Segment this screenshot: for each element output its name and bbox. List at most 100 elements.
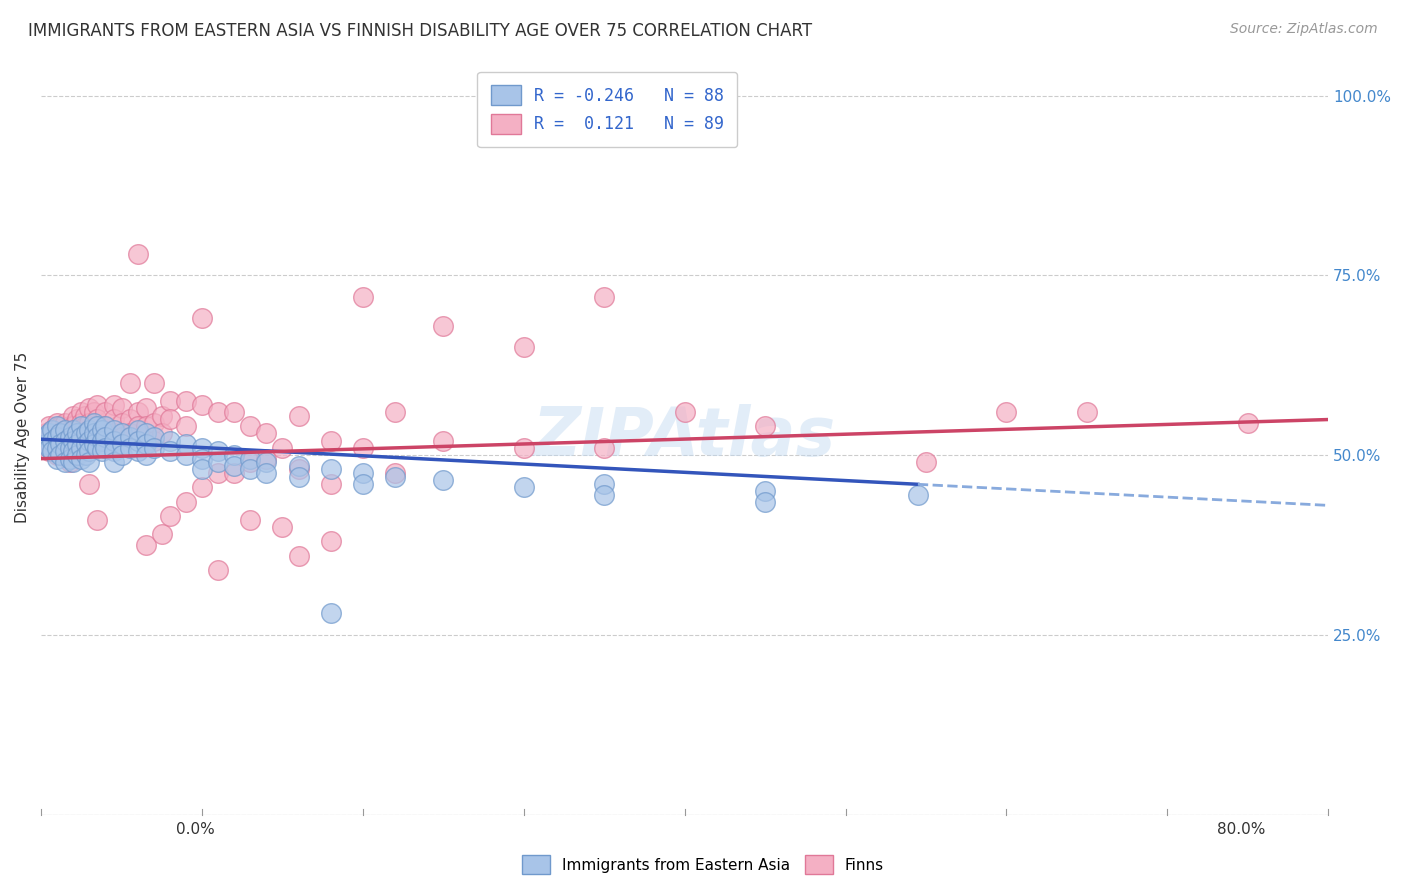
- Point: [239, 419, 262, 434]
- Point: [86, 426, 108, 441]
- Point: [53, 423, 76, 437]
- Text: ZIPAtlas: ZIPAtlas: [533, 404, 837, 470]
- Point: [287, 462, 309, 476]
- Point: [59, 441, 82, 455]
- Point: [75, 426, 97, 441]
- Point: [287, 458, 309, 473]
- Point: [352, 290, 374, 304]
- Point: [49, 430, 72, 444]
- Point: [271, 520, 294, 534]
- Point: [513, 441, 536, 455]
- Point: [593, 290, 616, 304]
- Point: [94, 430, 117, 444]
- Point: [127, 405, 149, 419]
- Point: [65, 448, 87, 462]
- Point: [907, 487, 929, 501]
- Point: [62, 455, 84, 469]
- Point: [46, 441, 69, 455]
- Point: [86, 513, 108, 527]
- Point: [142, 416, 165, 430]
- Point: [94, 405, 117, 419]
- Point: [142, 376, 165, 391]
- Point: [38, 444, 60, 458]
- Point: [46, 416, 69, 430]
- Point: [79, 444, 101, 458]
- Point: [53, 416, 76, 430]
- Point: [35, 426, 58, 441]
- Point: [110, 426, 132, 441]
- Point: [65, 448, 87, 462]
- Point: [86, 441, 108, 455]
- Point: [35, 437, 58, 451]
- Point: [191, 398, 214, 412]
- Point: [75, 437, 97, 451]
- Point: [49, 448, 72, 462]
- Point: [287, 549, 309, 563]
- Point: [70, 405, 93, 419]
- Point: [46, 437, 69, 451]
- Point: [70, 430, 93, 444]
- Point: [79, 455, 101, 469]
- Point: [159, 444, 181, 458]
- Point: [432, 318, 454, 333]
- Point: [70, 416, 93, 430]
- Point: [83, 405, 105, 419]
- Point: [65, 434, 87, 448]
- Point: [127, 246, 149, 260]
- Point: [49, 419, 72, 434]
- Point: [41, 434, 63, 448]
- Point: [91, 434, 114, 448]
- Point: [110, 437, 132, 451]
- Point: [110, 430, 132, 444]
- Point: [91, 423, 114, 437]
- Point: [191, 451, 214, 466]
- Point: [254, 426, 277, 441]
- Point: [53, 437, 76, 451]
- Point: [127, 423, 149, 437]
- Point: [70, 451, 93, 466]
- Point: [915, 455, 938, 469]
- Point: [352, 466, 374, 480]
- Point: [432, 473, 454, 487]
- Point: [191, 480, 214, 494]
- Legend: R = -0.246   N = 88, R =  0.121   N = 89: R = -0.246 N = 88, R = 0.121 N = 89: [478, 71, 737, 147]
- Point: [103, 434, 125, 448]
- Point: [86, 419, 108, 434]
- Point: [59, 455, 82, 469]
- Point: [118, 412, 141, 426]
- Point: [103, 412, 125, 426]
- Point: [103, 455, 125, 469]
- Point: [159, 509, 181, 524]
- Point: [86, 412, 108, 426]
- Point: [41, 444, 63, 458]
- Point: [432, 434, 454, 448]
- Point: [83, 426, 105, 441]
- Point: [159, 394, 181, 409]
- Point: [239, 513, 262, 527]
- Point: [86, 398, 108, 412]
- Point: [70, 441, 93, 455]
- Point: [224, 466, 246, 480]
- Point: [135, 426, 157, 441]
- Point: [1236, 416, 1258, 430]
- Point: [239, 451, 262, 466]
- Point: [118, 426, 141, 441]
- Point: [110, 401, 132, 416]
- Point: [35, 437, 58, 451]
- Point: [38, 434, 60, 448]
- Text: Source: ZipAtlas.com: Source: ZipAtlas.com: [1230, 22, 1378, 37]
- Text: IMMIGRANTS FROM EASTERN ASIA VS FINNISH DISABILITY AGE OVER 75 CORRELATION CHART: IMMIGRANTS FROM EASTERN ASIA VS FINNISH …: [28, 22, 813, 40]
- Text: 0.0%: 0.0%: [176, 822, 215, 837]
- Point: [191, 462, 214, 476]
- Point: [73, 409, 96, 423]
- Point: [150, 409, 173, 423]
- Point: [142, 430, 165, 444]
- Point: [59, 430, 82, 444]
- Point: [142, 441, 165, 455]
- Point: [62, 409, 84, 423]
- Point: [673, 405, 696, 419]
- Point: [118, 441, 141, 455]
- Point: [110, 448, 132, 462]
- Point: [49, 426, 72, 441]
- Point: [70, 419, 93, 434]
